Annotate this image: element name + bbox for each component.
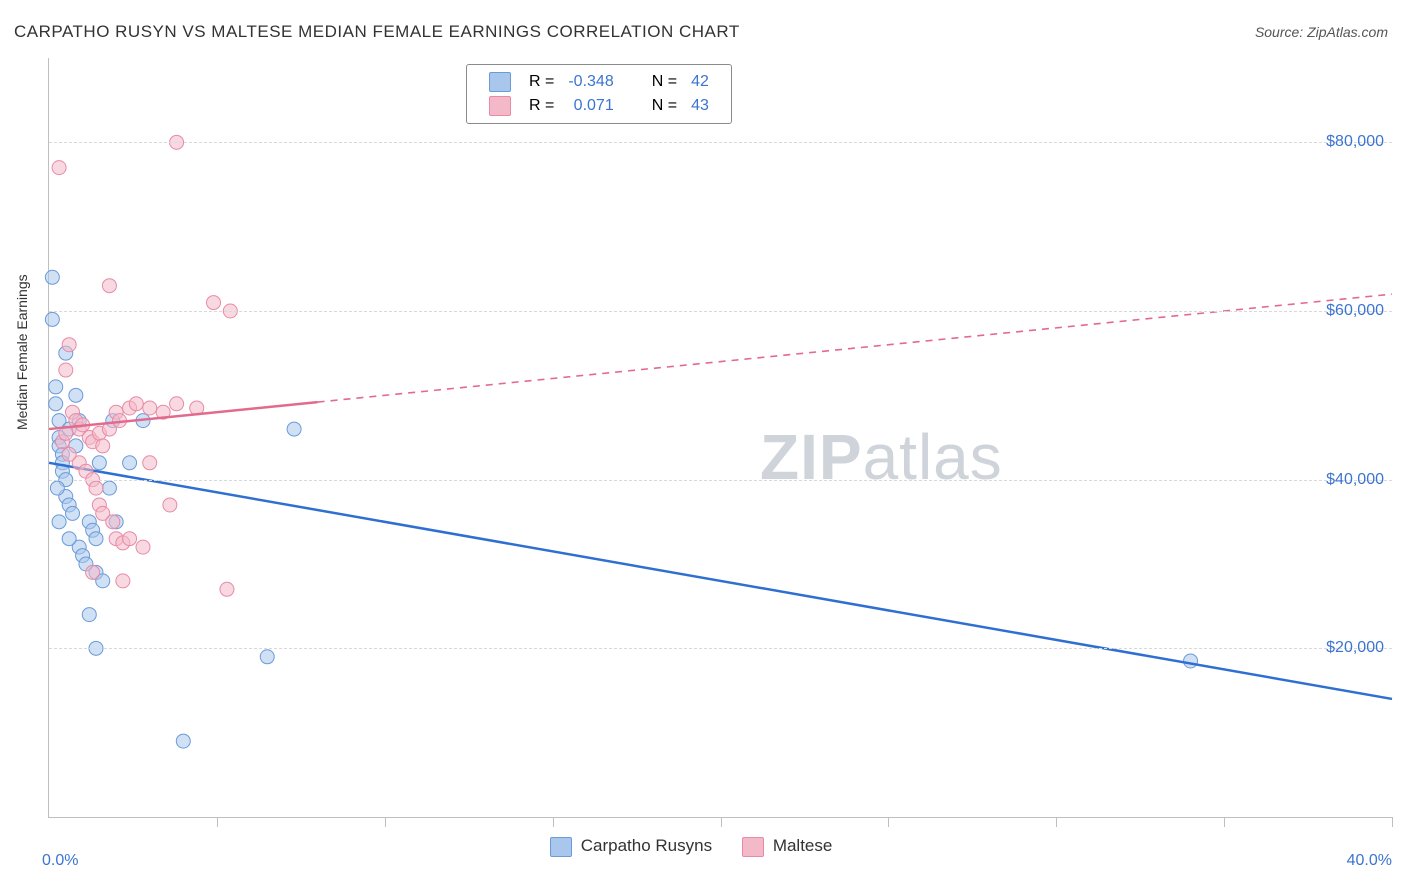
swatch-series-0 bbox=[550, 837, 572, 857]
legend-series: Carpatho Rusyns Maltese bbox=[550, 836, 832, 857]
n-value-1: 43 bbox=[685, 95, 715, 117]
legend-item-0: Carpatho Rusyns bbox=[550, 836, 712, 857]
legend-item-1: Maltese bbox=[742, 836, 832, 857]
swatch-series-1 bbox=[489, 96, 511, 116]
source-attribution: Source: ZipAtlas.com bbox=[1255, 24, 1388, 40]
r-label: R = bbox=[523, 71, 560, 93]
r-value-0: -0.348 bbox=[562, 71, 619, 93]
y-axis-label: Median Female Earnings bbox=[14, 274, 30, 430]
x-tick-min: 0.0% bbox=[42, 852, 78, 870]
legend-table: R = -0.348 N = 42 R = 0.071 N = 43 bbox=[481, 69, 717, 119]
n-label: N = bbox=[646, 71, 683, 93]
legend-row-series-1: R = 0.071 N = 43 bbox=[483, 95, 715, 117]
r-label: R = bbox=[523, 95, 560, 117]
r-value-1: 0.071 bbox=[562, 95, 619, 117]
swatch-series-1 bbox=[742, 837, 764, 857]
swatch-series-0 bbox=[489, 72, 511, 92]
legend-label-1: Maltese bbox=[773, 836, 833, 855]
plot-area bbox=[48, 58, 1392, 818]
n-value-0: 42 bbox=[685, 71, 715, 93]
y-tick-label: $60,000 bbox=[1326, 302, 1384, 320]
x-tick-max: 40.0% bbox=[1347, 852, 1392, 870]
n-label: N = bbox=[646, 95, 683, 117]
y-tick-label: $40,000 bbox=[1326, 471, 1384, 489]
legend-label-0: Carpatho Rusyns bbox=[581, 836, 712, 855]
y-tick-label: $20,000 bbox=[1326, 639, 1384, 657]
y-tick-label: $80,000 bbox=[1326, 133, 1384, 151]
plot-svg bbox=[49, 58, 1392, 817]
legend-row-series-0: R = -0.348 N = 42 bbox=[483, 71, 715, 93]
chart-title: CARPATHO RUSYN VS MALTESE MEDIAN FEMALE … bbox=[14, 22, 740, 42]
legend-correlation-box: R = -0.348 N = 42 R = 0.071 N = 43 bbox=[466, 64, 732, 124]
